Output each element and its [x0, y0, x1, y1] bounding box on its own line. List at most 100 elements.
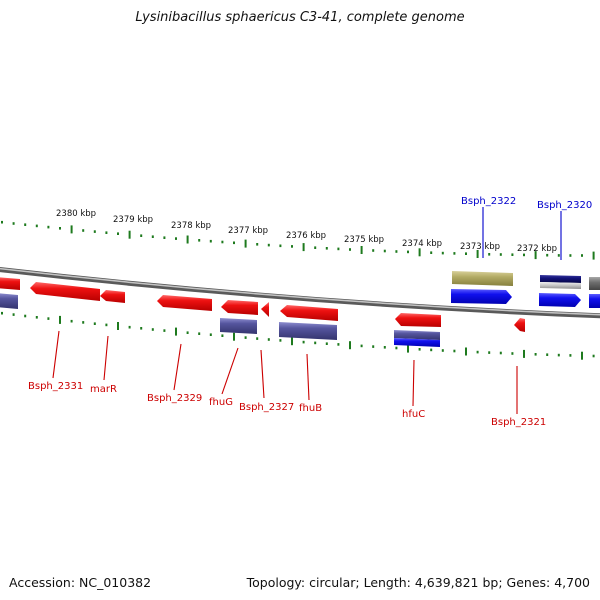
minor-tick	[325, 342, 328, 345]
minor-tick	[175, 237, 177, 240]
minor-tick	[476, 350, 479, 354]
minor-tick	[383, 249, 386, 253]
major-tick	[523, 349, 525, 358]
major-tick	[476, 250, 479, 258]
minor-tick	[302, 340, 305, 344]
minor-tick	[93, 322, 96, 325]
gene-bar[interactable]	[589, 277, 600, 290]
kbp-label: 2376 kbp	[286, 231, 326, 241]
minor-tick	[453, 349, 456, 353]
gene-bar[interactable]	[451, 289, 512, 304]
minor-tick	[59, 227, 61, 230]
lower-tick-row	[1, 311, 595, 360]
minor-tick	[24, 314, 27, 318]
accession-text: Accession: NC_010382	[9, 575, 152, 590]
major-tick	[59, 315, 61, 324]
gene-label-fhug[interactable]: fhuG	[209, 397, 233, 408]
minor-tick	[499, 351, 502, 355]
minor-tick	[453, 252, 456, 255]
minor-tick	[523, 253, 525, 257]
gene-bar[interactable]	[452, 271, 513, 286]
minor-tick	[244, 336, 247, 339]
minor-tick	[256, 337, 259, 340]
gene-bar[interactable]	[0, 293, 18, 309]
major-tick	[349, 341, 351, 350]
minor-tick	[569, 354, 572, 357]
gene-label-bsph-2322[interactable]: Bsph_2322	[461, 196, 516, 207]
minor-tick	[557, 254, 560, 257]
gene-bar[interactable]	[157, 295, 212, 311]
gene-bar[interactable]	[261, 302, 269, 317]
minor-tick	[511, 352, 514, 355]
minor-tick	[186, 331, 189, 334]
gene-label-bsph-2321[interactable]: Bsph_2321	[491, 417, 546, 428]
minor-tick	[291, 245, 293, 248]
minor-tick	[47, 317, 50, 320]
gene-label-marr[interactable]: marR	[90, 384, 117, 395]
minor-tick	[383, 346, 386, 349]
gene-bar[interactable]	[540, 275, 581, 283]
gene-bar[interactable]	[394, 338, 440, 347]
gene-bar[interactable]	[221, 300, 258, 315]
minor-tick	[117, 232, 119, 235]
gene-label-bsph-2329[interactable]: Bsph_2329	[147, 393, 202, 404]
gene-bar[interactable]	[539, 293, 581, 307]
label-leader	[173, 343, 182, 391]
label-leader	[306, 353, 310, 401]
gene-label-bsph-2327[interactable]: Bsph_2327	[239, 402, 294, 413]
minor-tick	[82, 229, 85, 232]
minor-tick	[267, 243, 270, 247]
gene-bar[interactable]	[279, 322, 337, 340]
minor-tick	[140, 327, 143, 330]
minor-tick	[105, 231, 108, 234]
minor-tick	[151, 328, 154, 331]
gene-bar[interactable]	[30, 282, 100, 301]
minor-tick	[557, 353, 560, 357]
minor-tick	[534, 353, 537, 356]
minor-tick	[82, 321, 85, 324]
minor-tick	[325, 247, 328, 250]
gene-label-bsph-2320[interactable]: Bsph_2320	[537, 200, 592, 211]
gene-bar[interactable]	[220, 318, 257, 334]
gene-bar[interactable]	[395, 313, 441, 327]
minor-tick	[418, 348, 421, 351]
minor-tick	[430, 348, 433, 352]
gene-bar[interactable]	[514, 318, 525, 332]
gene-bar[interactable]	[540, 282, 581, 289]
kbp-label: 2373 kbp	[460, 242, 500, 252]
map-title: Lysinibacillus sphaericus C3-41, complet…	[135, 10, 465, 25]
major-tick	[418, 248, 421, 257]
minor-tick	[349, 248, 351, 251]
major-tick	[465, 347, 467, 356]
gene-bar[interactable]	[394, 330, 440, 340]
minor-tick	[430, 251, 433, 254]
label-leader	[260, 349, 265, 399]
major-tick	[291, 337, 293, 346]
minor-tick	[511, 253, 514, 256]
minor-tick	[35, 224, 38, 228]
gene-bar[interactable]	[0, 277, 20, 290]
minor-tick	[163, 329, 166, 332]
major-tick	[70, 225, 73, 234]
gene-label-fhub[interactable]: fhuB	[299, 403, 322, 414]
label-leader	[52, 330, 60, 379]
gene-label-hfuc[interactable]: hfuC	[402, 409, 425, 420]
minor-tick	[441, 251, 444, 255]
minor-tick	[221, 240, 224, 244]
major-tick	[175, 327, 177, 336]
minor-tick	[407, 250, 409, 254]
gene-bar[interactable]	[100, 290, 125, 303]
minor-tick	[569, 254, 572, 257]
gene-label-bsph-2331[interactable]: Bsph_2331	[28, 381, 83, 392]
gene-bar[interactable]	[280, 305, 338, 321]
gene-bar[interactable]	[589, 294, 600, 308]
minor-tick	[546, 253, 549, 257]
forward-strand-genes	[0, 271, 600, 332]
kbp-label: 2374 kbp	[402, 239, 442, 249]
major-tick	[186, 235, 189, 244]
minor-tick	[395, 346, 398, 350]
minor-tick	[279, 339, 282, 342]
kbp-label: 2377 kbp	[228, 226, 268, 236]
minor-tick	[488, 253, 491, 256]
